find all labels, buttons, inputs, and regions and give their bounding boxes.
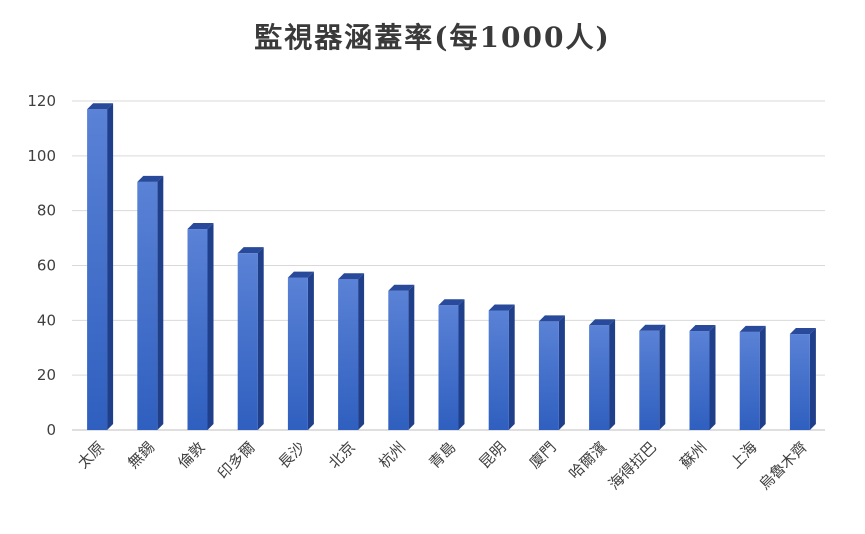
bar-top <box>789 328 816 335</box>
x-tick-label: 昆明 <box>476 438 510 472</box>
bar-top <box>187 223 214 230</box>
bar-side <box>207 223 214 430</box>
bar-front <box>338 279 359 430</box>
bar-front <box>388 290 409 430</box>
bar-top <box>438 299 465 306</box>
x-tick-label: 海得拉巴 <box>605 438 660 493</box>
bar-front <box>789 334 810 430</box>
x-tick-label: 無錫 <box>124 438 158 472</box>
bar-side <box>358 273 365 430</box>
y-tick-label: 80 <box>37 202 56 220</box>
x-tick-label: 上海 <box>727 438 761 472</box>
bar <box>237 247 264 430</box>
bar-side <box>759 325 766 430</box>
bar <box>137 175 164 430</box>
bar-front <box>438 305 459 430</box>
x-tick-label: 北京 <box>325 438 359 472</box>
bar-top <box>689 325 716 332</box>
bar <box>388 284 415 430</box>
bar-front <box>689 331 710 430</box>
bar-side <box>709 325 716 430</box>
chart-title: 監視器涵蓋率(每1000人) <box>254 21 611 54</box>
bar-side <box>408 284 415 430</box>
y-tick-label: 60 <box>37 257 56 275</box>
bar-top <box>639 324 666 331</box>
bar-front <box>488 310 509 430</box>
bar-front <box>739 331 760 430</box>
bar-side <box>508 304 515 430</box>
bar <box>338 273 365 430</box>
bar-top <box>589 319 616 326</box>
bar-top <box>137 175 164 182</box>
bar-front <box>87 109 108 430</box>
bar-top <box>87 103 114 110</box>
bar <box>488 304 515 430</box>
bar-top <box>287 271 314 278</box>
x-tick-label: 太原 <box>74 438 108 472</box>
x-tick-label: 哈爾濱 <box>565 438 610 483</box>
bar-side <box>558 315 565 430</box>
bar-front <box>589 325 610 430</box>
x-tick-label: 杭州 <box>375 438 409 472</box>
bar <box>589 319 616 430</box>
bar-side <box>809 328 816 430</box>
bar-side <box>307 271 314 430</box>
bar <box>187 223 214 430</box>
x-tick-label: 蘇州 <box>676 438 710 472</box>
x-tick-label: 青島 <box>425 438 459 472</box>
y-axis-ticks: 0 20 40 60 80 100 120 <box>27 92 56 439</box>
bar <box>739 325 766 430</box>
bar-side <box>609 319 616 430</box>
x-tick-label: 烏魯木齊 <box>756 438 811 493</box>
bar-top <box>237 247 264 254</box>
y-tick-label: 40 <box>37 311 56 329</box>
x-tick-label: 長沙 <box>275 438 309 472</box>
bar-front <box>137 181 158 430</box>
bar-top <box>739 325 766 332</box>
bar-side <box>458 299 465 430</box>
bar-side <box>257 247 264 430</box>
y-tick-label: 100 <box>27 147 56 165</box>
y-tick-label: 20 <box>37 366 56 384</box>
bar <box>789 328 816 430</box>
bar <box>689 325 716 430</box>
y-tick-label: 0 <box>46 421 56 439</box>
y-tick-label: 120 <box>27 92 56 110</box>
bar-front <box>187 229 208 430</box>
x-tick-label: 廈門 <box>526 438 560 472</box>
bars <box>87 103 816 430</box>
bar-top <box>338 273 365 280</box>
bar <box>287 271 314 430</box>
bar-front <box>639 330 660 430</box>
bar-side <box>107 103 114 430</box>
bar <box>538 315 565 430</box>
bar-side <box>659 324 666 430</box>
bar-front <box>237 253 258 430</box>
bar <box>639 324 666 430</box>
x-tick-label: 印多爾 <box>214 438 259 483</box>
bar-side <box>157 175 164 430</box>
bar-top <box>488 304 515 311</box>
bar-top <box>388 284 415 291</box>
bar <box>87 103 114 430</box>
x-tick-label: 倫敦 <box>174 438 208 472</box>
bar-front <box>538 321 559 430</box>
bar-top <box>538 315 565 322</box>
bar-front <box>287 277 308 430</box>
bar <box>438 299 465 430</box>
